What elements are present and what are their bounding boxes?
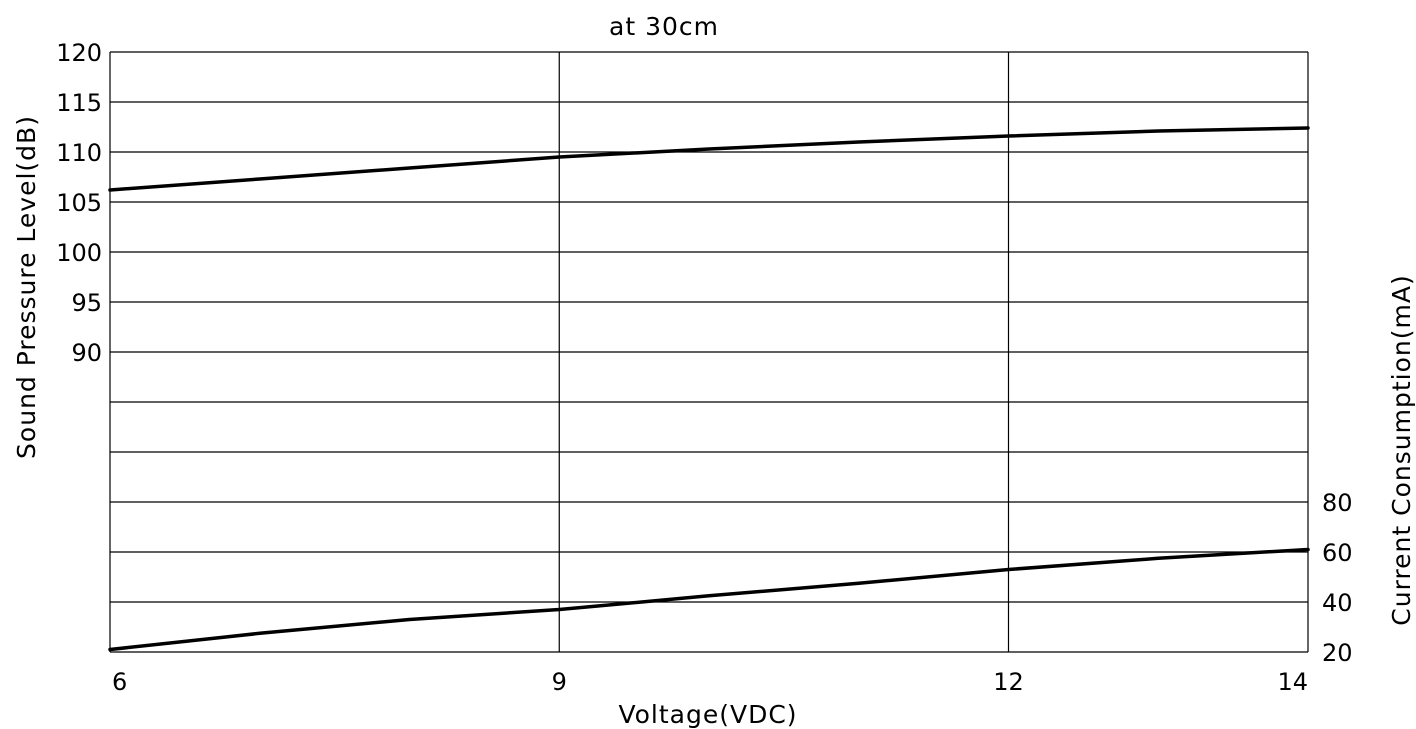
y-left-tick-label: 110 [56, 139, 102, 167]
y-right-tick-label: 40 [1322, 589, 1353, 617]
y-right-tick-label: 60 [1322, 539, 1353, 567]
y-axis-right-label: Current Consumption(mA) [1387, 274, 1416, 625]
y-left-tick-label: 100 [56, 239, 102, 267]
y-left-tick-label: 90 [71, 339, 102, 367]
series-line-current [108, 547, 1310, 652]
x-tick-label: 9 [552, 668, 567, 696]
series-group [108, 126, 1310, 652]
y-left-tick-label: 95 [71, 289, 102, 317]
x-tick-label: 6 [112, 668, 127, 696]
chart-title: at 30cm [609, 12, 719, 41]
grid [109, 51, 1309, 653]
x-axis-label: Voltage(VDC) [618, 700, 797, 729]
y-right-tick-label: 20 [1322, 639, 1353, 667]
y-right-tick-label: 80 [1322, 489, 1353, 517]
x-tick-label: 14 [1277, 668, 1308, 696]
y-left-tick-label: 115 [56, 89, 102, 117]
y-left-tick-label: 120 [56, 39, 102, 67]
y-axis-left-label: Sound Pressure Level(dB) [12, 115, 41, 459]
y-left-tick-label: 105 [56, 189, 102, 217]
tick-labels: 6 9 12 14 90 95 100 105 110 115 120 20 40 60 80 [56, 39, 1352, 696]
series-line-spl [108, 126, 1310, 192]
x-tick-label: 12 [993, 668, 1024, 696]
